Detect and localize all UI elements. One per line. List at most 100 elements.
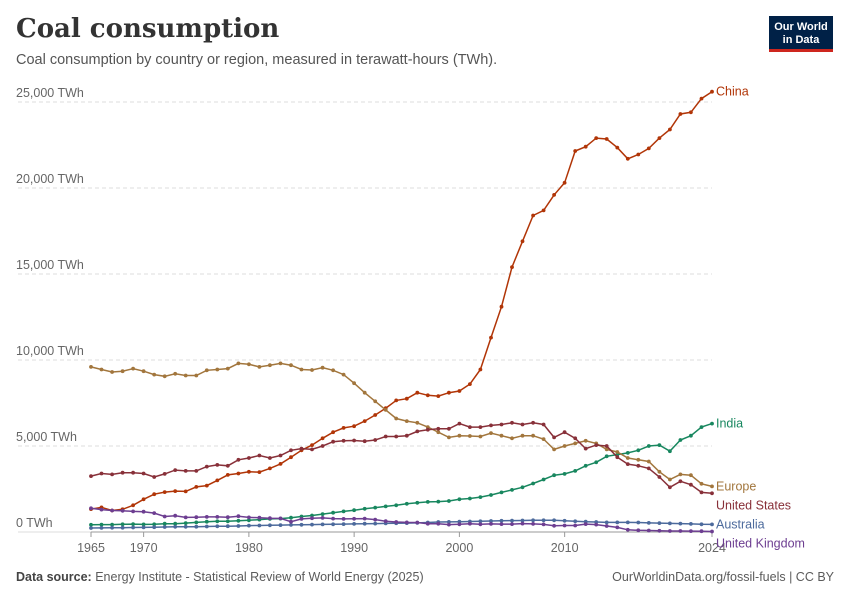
data-point (436, 426, 441, 431)
data-point (447, 435, 451, 440)
data-point (583, 522, 588, 526)
data-point (183, 469, 188, 473)
data-point (110, 525, 114, 530)
x-tick-label: 1965 (77, 541, 105, 555)
data-point (257, 515, 262, 520)
data-point (415, 429, 420, 434)
data-point (320, 516, 325, 520)
data-point (320, 444, 325, 448)
series-united-kingdom[interactable] (89, 506, 714, 534)
data-point (425, 427, 430, 432)
series-line-europe (90, 362, 713, 488)
data-point (573, 436, 578, 441)
data-point (131, 470, 136, 475)
data-point (457, 433, 462, 438)
data-point (152, 372, 157, 377)
data-point (447, 522, 451, 527)
data-point (352, 438, 356, 443)
data-point (573, 469, 578, 473)
data-point (152, 522, 157, 527)
data-point (415, 500, 420, 505)
data-point (310, 513, 314, 518)
data-point (657, 528, 662, 533)
data-point (341, 438, 346, 443)
data-point (699, 522, 704, 527)
data-point (152, 525, 157, 530)
data-point (489, 335, 493, 340)
data-point (468, 521, 472, 526)
data-point (194, 373, 199, 378)
data-point (183, 521, 188, 525)
data-point (447, 426, 451, 431)
data-point (457, 421, 462, 426)
series-label-india: India (716, 417, 743, 431)
series-united-states[interactable] (89, 420, 714, 496)
data-point (120, 525, 125, 530)
y-tick-label: 15,000 TWh (16, 258, 84, 272)
data-point (341, 372, 346, 377)
data-point (625, 451, 630, 455)
data-point (531, 518, 535, 523)
data-point (510, 436, 514, 441)
series-label-australia: Australia (716, 517, 765, 531)
data-point (499, 518, 504, 523)
data-point (594, 522, 599, 527)
data-point (352, 516, 356, 521)
data-point (583, 463, 588, 468)
data-point (468, 496, 472, 501)
data-point (341, 509, 346, 514)
series-labels: China India Europe United States Australia Un… (716, 85, 805, 551)
data-point (257, 523, 262, 528)
data-point (636, 448, 641, 453)
data-point (215, 515, 220, 519)
data-point (310, 368, 314, 372)
data-point (225, 515, 230, 520)
data-point (352, 522, 356, 526)
footer-url[interactable]: OurWorldinData.org/fossil-fuels | CC BY (612, 570, 834, 584)
series-india[interactable] (89, 421, 714, 527)
data-point (225, 366, 230, 371)
data-point (331, 510, 335, 515)
data-point (257, 470, 262, 474)
data-point (457, 519, 462, 524)
data-point (352, 508, 356, 513)
series-europe[interactable] (89, 361, 714, 489)
data-point (225, 463, 230, 468)
data-point (562, 444, 567, 448)
data-point (520, 422, 525, 427)
x-tick-label: 2000 (445, 541, 473, 555)
data-point (468, 425, 472, 429)
data-point (120, 470, 125, 475)
data-point (331, 516, 335, 521)
series-china[interactable] (89, 89, 714, 513)
data-point (541, 208, 546, 213)
data-point (436, 394, 441, 398)
data-point (531, 433, 535, 438)
data-point (152, 475, 157, 479)
data-point (268, 523, 272, 528)
data-point (520, 521, 525, 526)
logo-line-2: in Data (782, 34, 820, 46)
data-point (331, 430, 335, 435)
data-point (331, 439, 335, 444)
data-point (173, 468, 178, 472)
data-point (320, 522, 325, 527)
data-point (278, 361, 283, 366)
y-tick-label: 10,000 TWh (16, 344, 84, 358)
data-point (310, 443, 314, 447)
series-australia[interactable] (89, 518, 714, 530)
data-point (657, 521, 662, 525)
owid-logo[interactable]: Our World in Data (769, 16, 833, 52)
data-point (646, 466, 651, 471)
x-tick-label: 1980 (235, 541, 263, 555)
data-point (362, 521, 367, 526)
data-point (541, 437, 546, 441)
y-tick-label: 5,000 TWh (16, 430, 77, 444)
data-point (531, 420, 535, 425)
data-point (489, 423, 493, 428)
data-point (710, 484, 714, 489)
data-point (141, 525, 146, 530)
data-point (268, 516, 272, 521)
data-point (615, 520, 620, 525)
